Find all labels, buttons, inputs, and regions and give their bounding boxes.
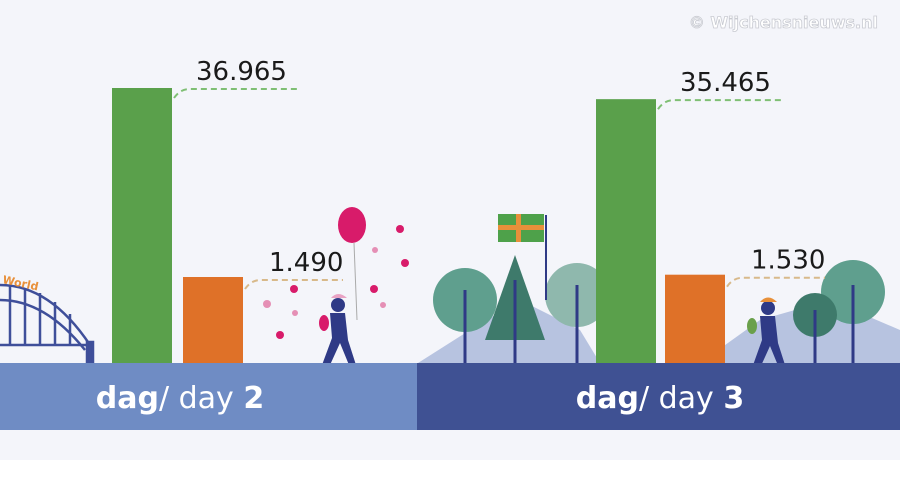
walker-illustration bbox=[747, 297, 786, 368]
watermark: © Wijchensnieuws.nl bbox=[689, 13, 878, 32]
bar-green-day2 bbox=[112, 88, 172, 363]
leader-line bbox=[726, 276, 825, 288]
value-label: 35.465 bbox=[680, 68, 771, 98]
day2-band bbox=[0, 363, 417, 430]
day3-label: dag/ day 3 bbox=[576, 381, 744, 416]
bar-orange-day3 bbox=[665, 274, 725, 363]
bar-orange-day2 bbox=[183, 277, 243, 363]
day3-band bbox=[417, 363, 900, 430]
value-label: 1.490 bbox=[269, 248, 343, 278]
day2-label: dag/ day 2 bbox=[96, 381, 264, 416]
balloon-illustration bbox=[263, 207, 409, 339]
trees-illustration bbox=[433, 214, 885, 363]
walker-illustration bbox=[319, 294, 356, 365]
bar-green-day3 bbox=[596, 99, 656, 363]
leader-line bbox=[657, 99, 781, 110]
leader-line bbox=[173, 88, 297, 99]
value-label: 36.965 bbox=[196, 57, 287, 87]
bridge-illustration bbox=[0, 283, 95, 365]
value-label: 1.530 bbox=[751, 246, 825, 276]
leader-line bbox=[244, 279, 343, 290]
